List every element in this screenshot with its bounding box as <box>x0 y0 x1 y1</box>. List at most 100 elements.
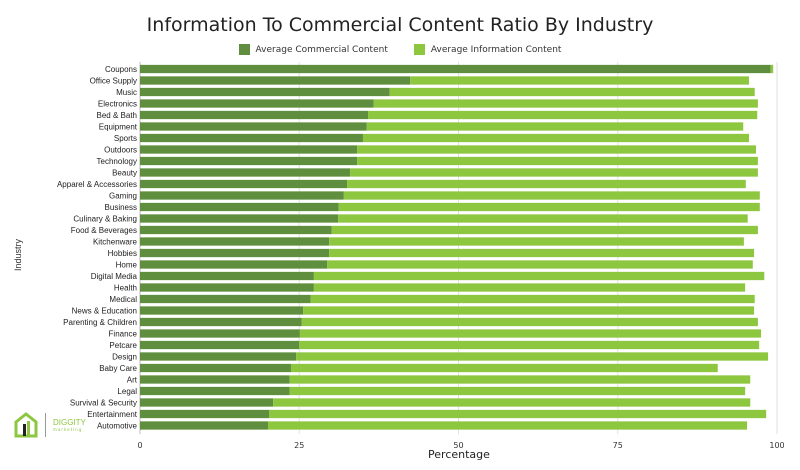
bar-commercial <box>140 363 291 373</box>
y-tick-label: Medical <box>109 295 137 304</box>
legend-swatch-commercial <box>238 44 250 55</box>
bar-information <box>289 386 746 396</box>
y-tick-label: Gaming <box>109 192 137 201</box>
bar-information <box>366 122 744 131</box>
bar-information <box>368 110 758 120</box>
y-tick-label: Equipment <box>99 123 138 132</box>
y-tick-label: Office Supply <box>90 77 137 86</box>
bar-information <box>269 409 767 419</box>
bar-commercial <box>140 237 330 246</box>
bar-commercial <box>140 191 344 200</box>
bar-information <box>296 352 769 361</box>
bar-information <box>313 283 746 292</box>
bar-information <box>329 237 744 246</box>
bar-commercial <box>140 145 358 154</box>
bar-information <box>299 340 760 350</box>
y-tick-label: Apparel & Accessories <box>57 180 137 189</box>
legend-label: Average Information Content <box>430 44 562 55</box>
bar-information <box>350 168 758 177</box>
y-tick-label: Music <box>116 88 137 97</box>
y-tick-label: Digital Media <box>91 272 138 281</box>
y-tick-label: Technology <box>97 157 137 166</box>
bar-commercial <box>140 271 314 281</box>
bar-information <box>268 421 748 430</box>
bar-information <box>338 202 760 212</box>
y-tick-label: Business <box>105 203 137 212</box>
bar-information <box>770 64 774 74</box>
chart-title: Information To Commercial Content Ratio … <box>146 14 654 36</box>
bar-commercial <box>140 202 339 212</box>
bar-information <box>331 225 758 235</box>
legend-swatch-information <box>413 44 425 55</box>
bar-information <box>362 133 749 143</box>
x-tick-label: 50 <box>453 441 463 450</box>
bar-information <box>310 294 755 304</box>
bar-information <box>343 191 760 200</box>
bar-commercial <box>140 260 328 269</box>
y-axis-label: Industry <box>13 238 24 272</box>
logo-wordmark: DIGGITY marketing <box>53 417 86 432</box>
y-tick-label: Bed & Bath <box>97 111 137 120</box>
bar-commercial <box>140 64 771 74</box>
y-tick-label: Kitchenware <box>93 238 138 247</box>
bar-information <box>338 214 748 223</box>
bar-information <box>410 76 749 85</box>
y-tick-label: Hobbies <box>108 249 137 258</box>
y-tick-label: Petcare <box>109 341 137 350</box>
bar-information <box>389 87 755 97</box>
bar-commercial <box>140 340 300 350</box>
bar-information <box>357 145 756 154</box>
x-tick-label: 75 <box>613 441 623 450</box>
legend-item-information: Average Information Content <box>413 44 562 55</box>
y-tick-label: Food & Beverages <box>71 226 137 235</box>
bar-information <box>347 179 746 189</box>
y-tick-label: Baby Care <box>99 364 137 373</box>
bar-information <box>329 248 755 258</box>
bar-information <box>313 271 765 281</box>
x-tick-label: 0 <box>137 441 142 450</box>
y-tick-label: Finance <box>109 330 138 339</box>
y-tick-label: Entertainment <box>87 410 138 419</box>
bar-information <box>289 375 751 384</box>
bar-commercial <box>140 329 300 338</box>
y-tick-label: Coupons <box>105 65 137 74</box>
bar-information <box>290 363 718 373</box>
bar-information <box>373 99 758 108</box>
bar-commercial <box>140 87 390 97</box>
bar-information <box>357 156 758 166</box>
y-tick-label: Culinary & Baking <box>73 215 137 224</box>
bar-commercial <box>140 386 290 396</box>
bar-commercial <box>140 110 369 120</box>
y-tick-label: Electronics <box>98 100 137 109</box>
y-tick-label: Art <box>127 376 138 385</box>
bar-commercial <box>140 99 374 108</box>
bar-information <box>327 260 753 269</box>
y-tick-label: Parenting & Children <box>63 318 137 327</box>
legend-label: Average Commercial Content <box>255 44 388 55</box>
y-tick-label: Home <box>116 261 138 270</box>
bar-commercial <box>140 306 304 315</box>
bar-commercial <box>140 294 311 304</box>
y-tick-label: News & Education <box>72 307 137 316</box>
x-axis-label: Percentage <box>428 448 490 461</box>
bar-commercial <box>140 248 330 258</box>
y-tick-label: Legal <box>117 387 137 396</box>
bar-commercial <box>140 317 302 327</box>
bar-commercial <box>140 214 339 223</box>
y-tick-label: Beauty <box>112 169 137 178</box>
bar-commercial <box>140 398 274 407</box>
bar-commercial <box>140 352 297 361</box>
bar-commercial <box>140 156 358 166</box>
y-tick-label: Automotive <box>97 422 138 431</box>
bar-information <box>299 329 762 338</box>
bar-commercial <box>140 225 332 235</box>
x-tick-label: 100 <box>769 441 784 450</box>
bar-commercial <box>140 283 314 292</box>
legend-item-commercial: Average Commercial Content <box>238 44 388 55</box>
bar-commercial <box>140 421 269 430</box>
bar-commercial <box>140 168 351 177</box>
y-tick-label: Outdoors <box>104 146 137 155</box>
bar-commercial <box>140 133 363 143</box>
bar-information <box>303 306 755 315</box>
